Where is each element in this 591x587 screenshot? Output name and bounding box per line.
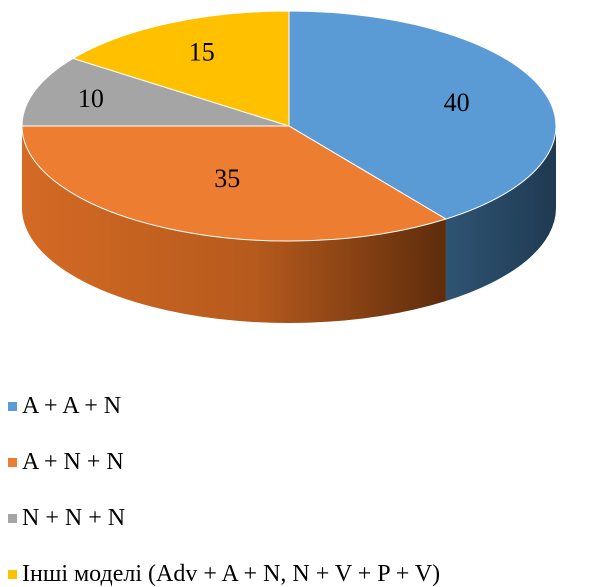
legend: A + A + N A + N + N N + N + N Інші модел… (8, 394, 440, 586)
legend-swatch (8, 513, 17, 523)
pie-side-a-n-n (22, 126, 446, 323)
pie-chart: 40 35 10 15 (21, 10, 557, 323)
pie-slice-a-a-n (288, 10, 557, 220)
pie-side-walls (22, 126, 556, 323)
legend-item-other-models: Інші моделі (Adv + A + N, N + V + P + V) (8, 562, 440, 586)
pie-top-faces (21, 10, 557, 242)
data-label-other-models: 15 (189, 38, 215, 67)
pie-data-labels: 40 35 10 15 (78, 38, 470, 193)
pie-side-a-a-n (445, 126, 556, 302)
data-label-n-n-n: 10 (78, 84, 104, 113)
legend-item-n-n-n: N + N + N (8, 506, 440, 530)
legend-item-a-n-n: A + N + N (8, 450, 440, 474)
data-label-a-a-n: 40 (444, 88, 470, 117)
legend-label: A + N + N (22, 449, 124, 475)
legend-item-a-a-n: A + A + N (8, 394, 440, 418)
data-label-a-n-n: 35 (214, 164, 240, 193)
legend-swatch (8, 569, 17, 579)
pie-slice-a-n-n (21, 125, 447, 242)
pie-slice-other-models (72, 10, 290, 127)
pie-slice-n-n-n (21, 57, 290, 127)
legend-label: N + N + N (22, 505, 126, 531)
legend-swatch (8, 401, 17, 411)
legend-label: A + A + N (22, 393, 122, 419)
legend-label: Інші моделі (Adv + A + N, N + V + P + V) (22, 561, 441, 587)
legend-swatch (8, 457, 17, 467)
